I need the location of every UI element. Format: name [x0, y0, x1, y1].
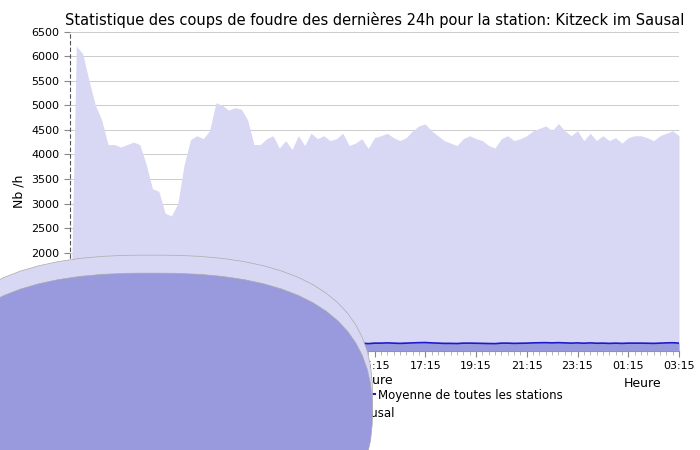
Title: Statistique des coups de foudre des dernières 24h pour la station: Kitzeck im Sa: Statistique des coups de foudre des dern… — [65, 12, 684, 27]
Text: Total foudre: Total foudre — [167, 389, 237, 401]
Y-axis label: Nb /h: Nb /h — [13, 175, 26, 208]
Text: Foudre détectée par Kitzeck im Sausal: Foudre détectée par Kitzeck im Sausal — [167, 407, 394, 419]
X-axis label: Heure: Heure — [356, 374, 393, 387]
Text: Moyenne de toutes les stations: Moyenne de toutes les stations — [378, 389, 563, 401]
Text: Heure: Heure — [624, 377, 662, 390]
Text: www.lightningmaps.org: www.lightningmaps.org — [7, 436, 122, 446]
